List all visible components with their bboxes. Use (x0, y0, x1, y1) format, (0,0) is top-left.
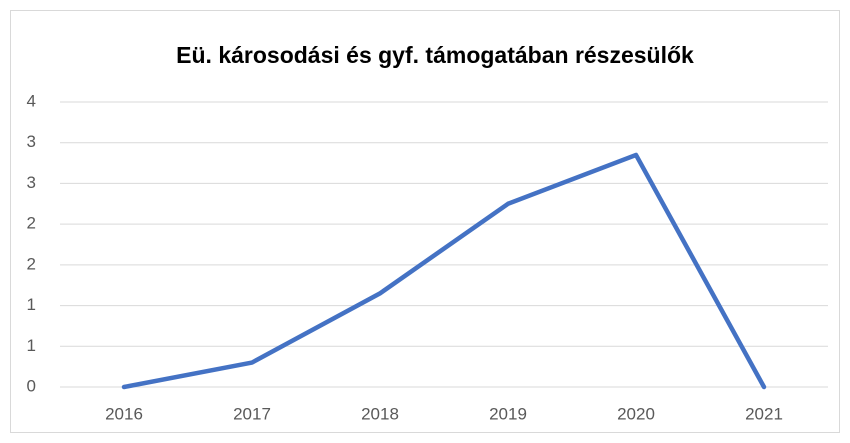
line-series (121, 152, 767, 390)
y-tick-label: 0 (27, 376, 36, 395)
x-tick-label: 2021 (745, 404, 783, 423)
y-tick-label: 3 (27, 132, 36, 151)
y-tick-label: 1 (27, 295, 36, 314)
y-tick-label: 4 (27, 91, 36, 110)
x-tick-label: 2019 (489, 404, 527, 423)
x-tick-label: 2020 (617, 404, 655, 423)
y-tick-label: 2 (27, 214, 36, 233)
x-tick-label: 2018 (361, 404, 399, 423)
chart-border (10, 10, 840, 433)
x-tick-label: 2016 (105, 404, 143, 423)
y-tick-label: 2 (27, 254, 36, 273)
x-tick-label: 2017 (233, 404, 271, 423)
chart-title: Eü. károsodási és gyf. támogatában része… (176, 42, 694, 68)
y-tick-label: 1 (27, 336, 36, 355)
y-tick-label: 3 (27, 173, 36, 192)
